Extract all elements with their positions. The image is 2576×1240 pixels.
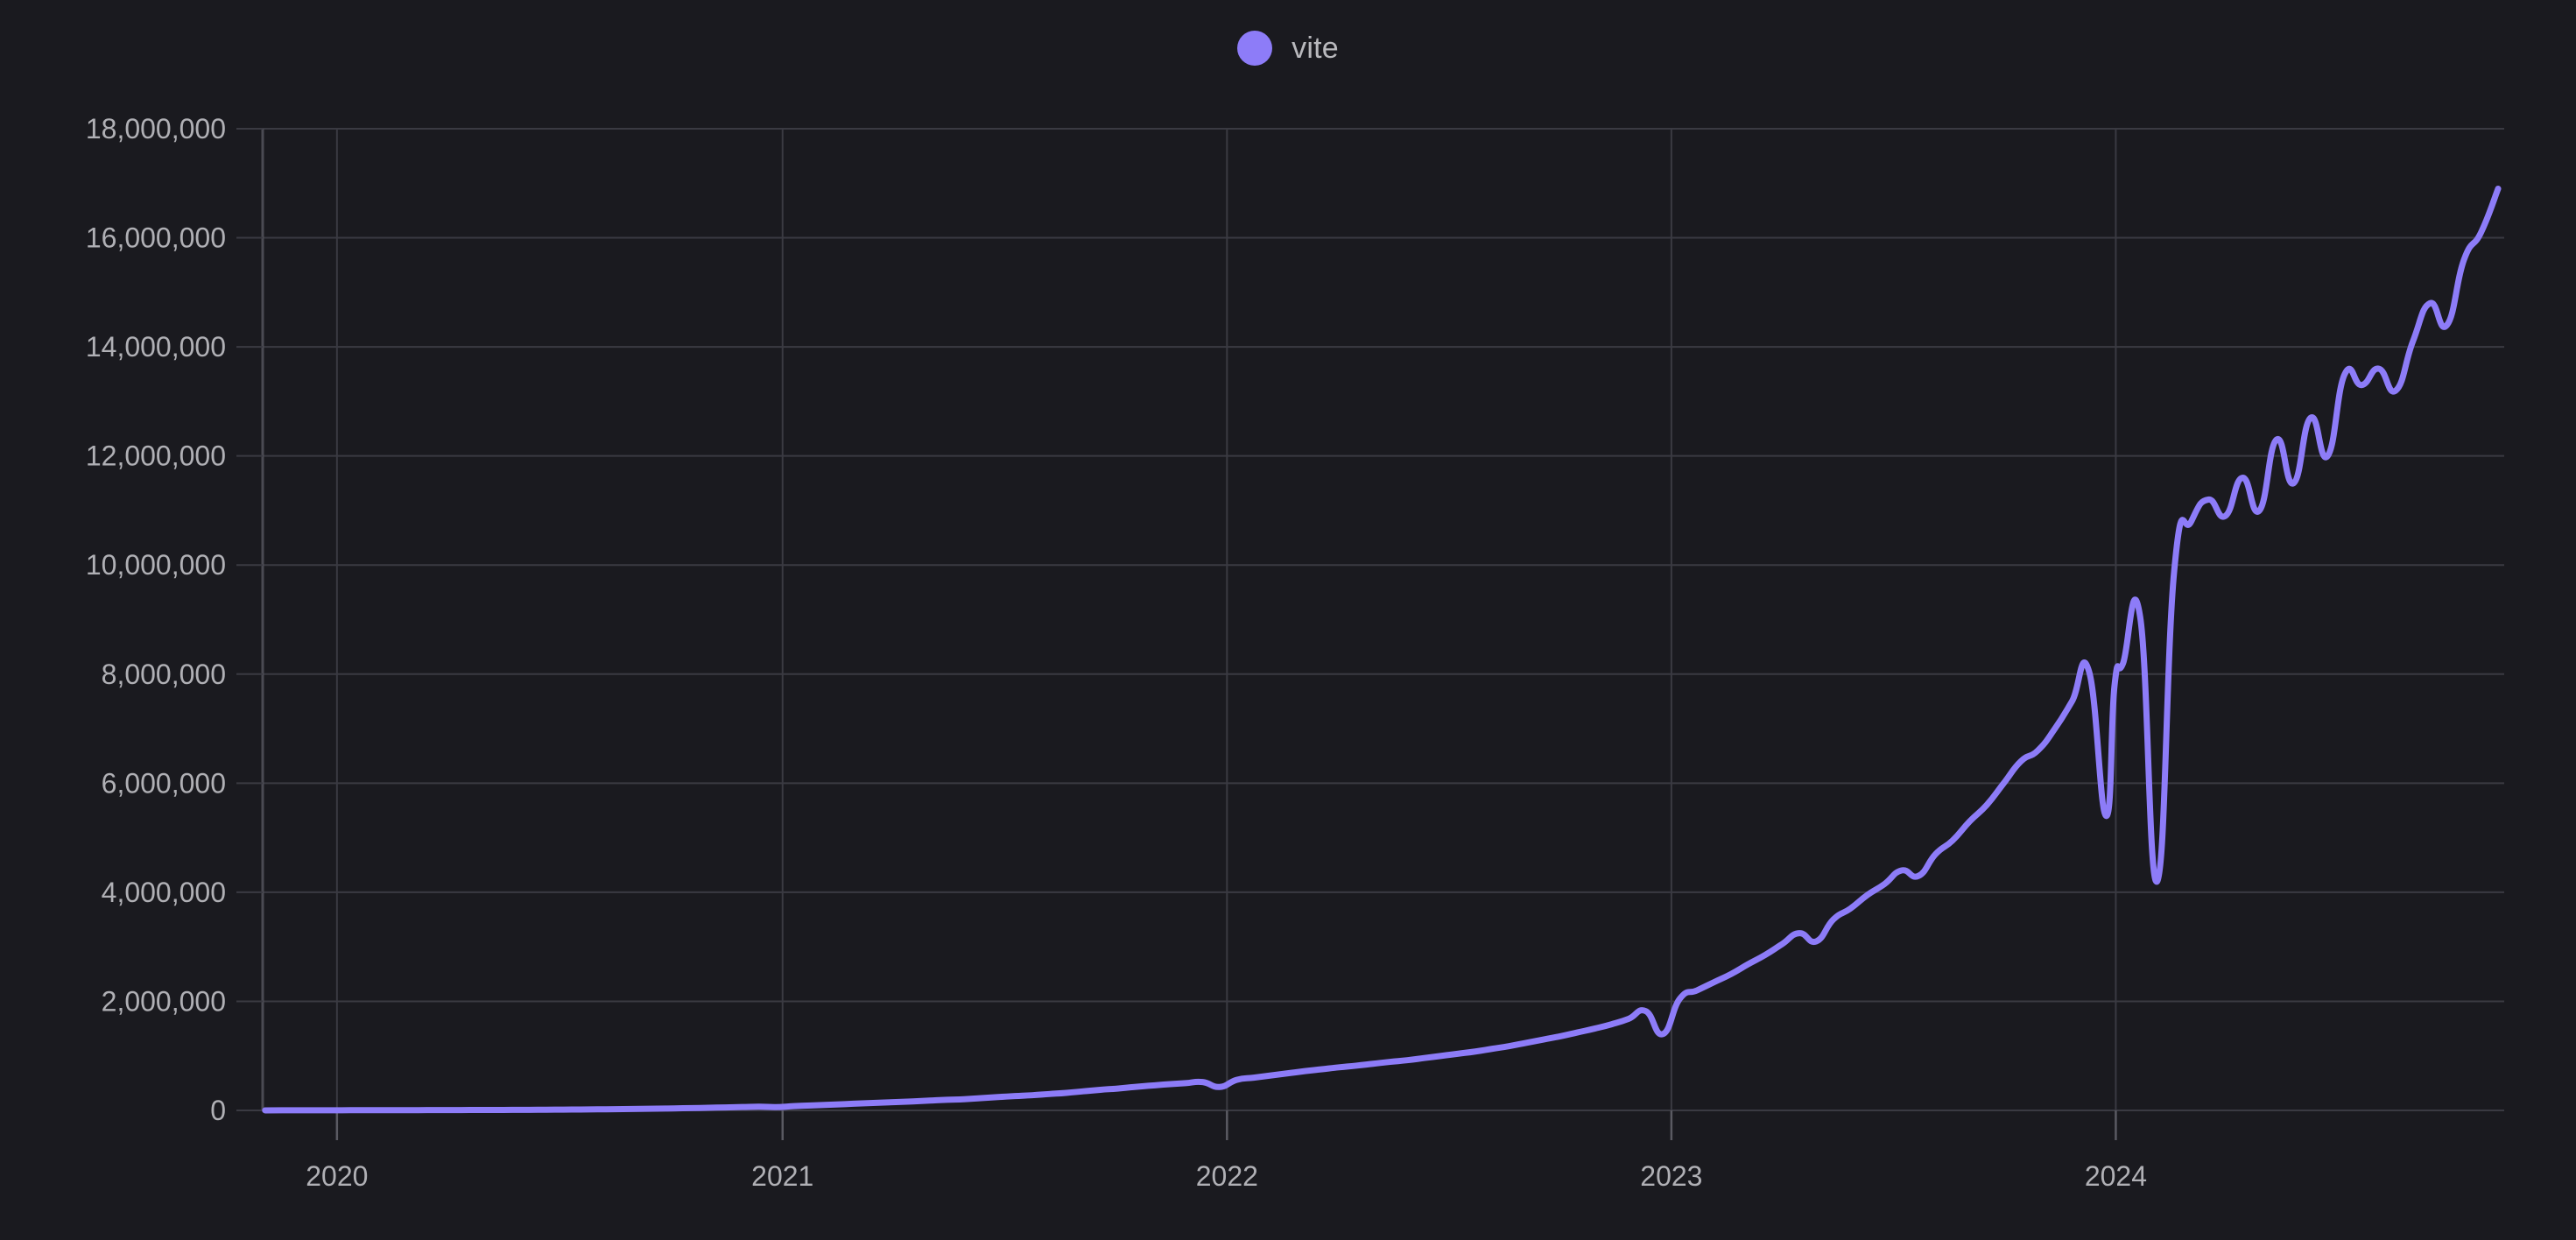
y-axis-tick-label: 16,000,000	[86, 222, 226, 254]
y-axis-tick-label: 4,000,000	[102, 877, 226, 908]
series-group	[262, 186, 2502, 1114]
gridlines-horizontal	[263, 128, 2504, 1111]
chart-legend: vite	[0, 0, 2576, 96]
x-axis-ticks	[335, 1110, 2117, 1140]
x-axis-tick-label: 2020	[306, 1160, 368, 1192]
x-axis-tick-label: 2022	[1196, 1160, 1258, 1192]
y-axis-tick-label: 6,000,000	[102, 767, 226, 799]
y-axis-tick-label: 8,000,000	[102, 659, 226, 690]
y-axis-tick-label: 18,000,000	[86, 113, 226, 144]
x-axis-tick-label: 2024	[2085, 1160, 2147, 1192]
series-line-vite[interactable]	[262, 186, 2502, 1114]
legend-item-label: vite	[1292, 32, 1339, 65]
gridlines-vertical	[261, 129, 2117, 1110]
y-axis-tick-label: 12,000,000	[86, 440, 226, 472]
y-axis-labels: 18,000,000 16,000,000 14,000,000 12,000,000…	[86, 113, 226, 1126]
legend-color-dot-icon	[1237, 31, 1273, 66]
x-axis-tick-label: 2021	[751, 1160, 813, 1192]
y-axis-tick-label: 2,000,000	[102, 985, 226, 1017]
y-axis-tick-label: 14,000,000	[86, 331, 226, 363]
x-axis-labels: 2020 2021 2022 2023 2024	[306, 1160, 2147, 1192]
y-axis-tick-label: 10,000,000	[86, 549, 226, 581]
legend-item-vite[interactable]: vite	[1237, 31, 1339, 66]
x-axis-tick-label: 2023	[1640, 1160, 1702, 1192]
y-axis-ticks	[236, 128, 263, 1111]
y-axis-tick-label: 0	[210, 1095, 226, 1126]
